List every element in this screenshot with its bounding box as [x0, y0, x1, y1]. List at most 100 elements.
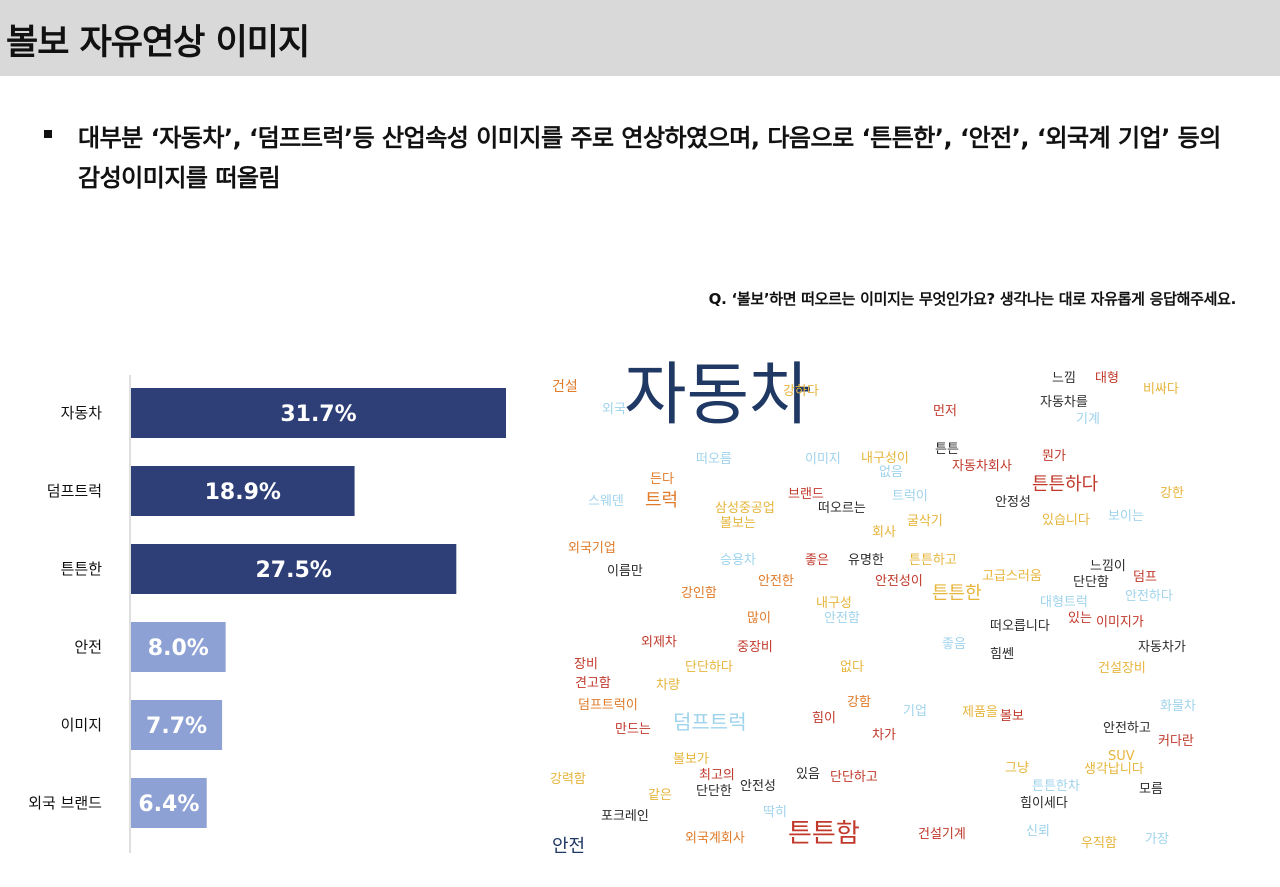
- word-cloud-word: 안전함: [824, 611, 860, 626]
- word-cloud-word: 제품을: [962, 705, 998, 720]
- word-cloud-word: 트럭: [645, 490, 679, 511]
- word-cloud-word: 비싸다: [1143, 382, 1179, 397]
- word-cloud-word: 포크레인: [601, 809, 649, 824]
- word-cloud-word: 우직함: [1081, 836, 1117, 851]
- word-cloud-word: 많이: [747, 611, 771, 626]
- word-cloud-word: 안전하다: [1125, 589, 1173, 604]
- word-cloud-word: 튼튼한차: [1032, 779, 1080, 794]
- word-cloud-word: 자동차: [624, 356, 812, 435]
- word-cloud-word: 대형: [1095, 371, 1119, 386]
- word-cloud-word: 안전한: [758, 574, 794, 589]
- word-cloud-word: 굴삭기: [907, 514, 943, 529]
- value-label: 27.5%: [255, 558, 331, 583]
- word-cloud-word: 이름만: [607, 564, 643, 579]
- word-cloud-word: 느낌: [1052, 371, 1076, 386]
- word-cloud-word: 먼저: [933, 404, 957, 419]
- category-label: 튼튼한: [61, 560, 103, 578]
- word-cloud-word: 자동차를: [1040, 395, 1088, 410]
- word-cloud-word: 외국: [602, 402, 626, 417]
- category-label: 자동차: [61, 404, 103, 422]
- header-bar: 볼보 자유연상 이미지: [0, 0, 1280, 76]
- word-cloud-word: 떠오름: [696, 452, 732, 467]
- word-cloud-word: 차가: [872, 728, 896, 743]
- word-cloud-word: 단단하다: [685, 660, 733, 675]
- word-cloud-word: 힘쎈: [990, 647, 1014, 662]
- word-cloud-word: 볼보: [1000, 709, 1024, 724]
- word-cloud-word: SUV: [1108, 749, 1135, 764]
- word-cloud-word: 브랜드: [788, 487, 824, 502]
- word-cloud-word: 떠오르는: [818, 501, 866, 516]
- word-cloud-word: 좋음: [942, 637, 966, 652]
- word-cloud-word: 튼튼하다: [1032, 474, 1099, 495]
- bar: [131, 778, 207, 828]
- bar: [131, 466, 355, 516]
- category-label: 덤프트럭: [47, 482, 102, 500]
- word-cloud-word: 단단하고: [830, 770, 878, 785]
- word-cloud-word: 안전하고: [1103, 721, 1151, 736]
- word-cloud-word: 볼보가: [673, 752, 709, 767]
- category-label: 외국 브랜드: [28, 794, 102, 812]
- word-cloud-word: 보이는: [1108, 509, 1144, 524]
- word-cloud-word: 볼보는: [720, 516, 756, 531]
- page-title: 볼보 자유연상 이미지: [6, 23, 310, 63]
- word-cloud-word: 견고함: [575, 676, 611, 691]
- word-cloud-word: 기계: [1076, 412, 1100, 427]
- category-label: 안전: [74, 638, 102, 656]
- word-cloud-word: 고급스러움: [982, 569, 1042, 584]
- word-cloud-word: 그냥: [1005, 761, 1029, 776]
- word-cloud-word: 기업: [903, 704, 927, 719]
- word-cloud-word: 단단함: [1073, 575, 1109, 590]
- word-cloud-word: 화물차: [1160, 699, 1196, 714]
- word-cloud-word: 힘이세다: [1020, 796, 1068, 811]
- bar: [131, 700, 223, 750]
- word-cloud-word: 유명한: [848, 553, 884, 568]
- word-cloud-word: 좋은: [805, 553, 829, 568]
- word-cloud-word: 튼튼: [935, 442, 959, 457]
- word-cloud-word: 모름: [1139, 782, 1163, 797]
- word-cloud-word: 외국계회사: [685, 831, 745, 846]
- word-cloud-word: 최고의: [699, 768, 735, 783]
- word-cloud-word: 힘이: [812, 711, 836, 726]
- word-cloud-word: 없음: [879, 465, 903, 480]
- word-cloud-word: 있습니다: [1042, 513, 1090, 528]
- word-cloud-word: 신뢰: [1026, 824, 1050, 839]
- value-label: 7.7%: [146, 714, 207, 739]
- word-cloud-word: 자동차회사: [952, 459, 1012, 474]
- word-cloud-word: 트럭이: [892, 489, 928, 504]
- word-cloud-word: 튼튼함: [788, 819, 860, 849]
- word-cloud-word: 강력함: [550, 772, 586, 787]
- word-cloud-word: 차량: [656, 678, 680, 693]
- word-cloud-word: 생각납니다: [1084, 762, 1144, 777]
- word-cloud-word: 안정성: [995, 495, 1031, 510]
- word-cloud-word: 건설기계: [918, 827, 966, 842]
- survey-question: Q. ‘볼보’하면 떠오르는 이미지는 무엇인가요? 생각나는 대로 자유롭게 …: [708, 290, 1237, 308]
- word-cloud-word: 스웨덴: [588, 494, 624, 509]
- word-cloud-word: 대형트럭: [1040, 595, 1088, 610]
- word-cloud-word: 장비: [574, 657, 598, 672]
- word-cloud-word: 중장비: [737, 640, 773, 655]
- word-cloud-word: 없다: [840, 660, 864, 675]
- word-cloud-word: 만드는: [615, 722, 651, 737]
- word-cloud-word: 강한: [1160, 486, 1184, 501]
- category-label: 이미지: [61, 716, 102, 734]
- word-cloud-word: 딱히: [763, 805, 787, 820]
- square-bullet-icon: [44, 130, 52, 138]
- summary-text: 대부분 ‘자동차’, ‘덤프트럭’등 산업속성 이미지를 주로 연상하였으며, …: [78, 124, 1221, 192]
- word-cloud-word: 이미지: [805, 452, 841, 467]
- value-label: 8.0%: [148, 636, 209, 661]
- word-cloud-word: 이미지가: [1096, 615, 1144, 630]
- value-label: 31.7%: [280, 402, 356, 427]
- word-cloud-word: 회사: [872, 525, 896, 540]
- word-cloud-word: 덤프트럭: [673, 710, 747, 734]
- word-cloud-word: 자동차가: [1138, 640, 1186, 655]
- word-cloud-word: 뭔가: [1042, 449, 1066, 464]
- word-cloud-word: 든다: [650, 472, 674, 487]
- word-cloud-word: 단단한: [696, 784, 732, 799]
- word-cloud-word: 튼튼하고: [909, 553, 957, 568]
- word-cloud-word: 내구성: [816, 596, 852, 611]
- word-cloud-word: 승용차: [720, 553, 756, 568]
- value-label: 18.9%: [205, 480, 281, 505]
- word-cloud-word: 있음: [796, 767, 820, 782]
- word-cloud-word: 건설: [552, 379, 578, 395]
- word-cloud-word: 안전성이: [875, 574, 923, 589]
